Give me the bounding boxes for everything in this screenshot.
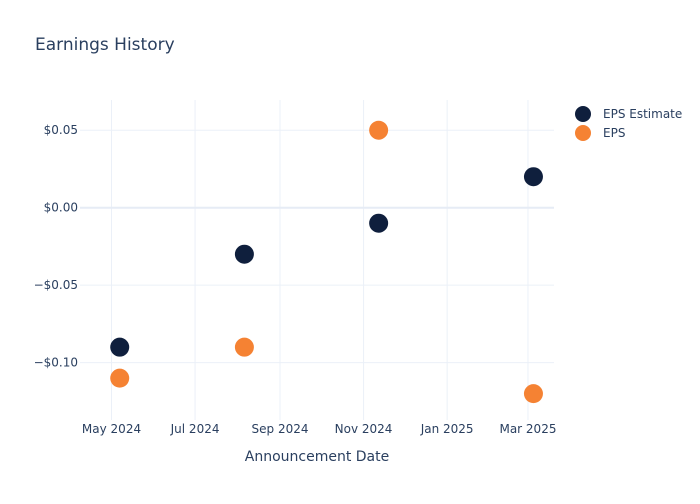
- y-tick-label: −$0.05: [34, 278, 78, 292]
- x-tick-label: Jan 2025: [420, 422, 474, 436]
- legend-swatch: [575, 125, 591, 141]
- y-tick-label: $0.05: [44, 123, 78, 137]
- eps-estimate-marker[interactable]: [523, 167, 543, 187]
- x-tick-label: Jul 2024: [170, 422, 220, 436]
- x-tick-label: Nov 2024: [335, 422, 393, 436]
- x-tick-label: Sep 2024: [252, 422, 309, 436]
- eps-estimate-marker[interactable]: [234, 244, 254, 264]
- x-tick-label: May 2024: [82, 422, 141, 436]
- legend[interactable]: EPS Estimate EPS: [575, 106, 682, 141]
- axis-layer: May 2024 Jul 2024 Sep 2024 Nov 2024 Jan 2025…: [34, 123, 557, 436]
- legend-label: EPS: [603, 126, 625, 140]
- y-tick-label: −$0.10: [34, 356, 78, 370]
- marker-layer: [110, 120, 543, 404]
- grid-layer: [80, 100, 554, 420]
- eps-marker[interactable]: [234, 337, 254, 357]
- eps-estimate-marker[interactable]: [110, 337, 130, 357]
- eps-marker[interactable]: [110, 368, 130, 388]
- chart-title: Earnings History: [35, 35, 175, 55]
- legend-item-eps[interactable]: EPS: [575, 125, 625, 141]
- x-tick-label: Mar 2025: [499, 422, 556, 436]
- legend-item-eps-estimate[interactable]: EPS Estimate: [575, 106, 682, 122]
- eps-marker[interactable]: [369, 120, 389, 140]
- x-axis-title: Announcement Date: [245, 449, 389, 465]
- y-tick-label: $0.00: [44, 201, 78, 215]
- legend-swatch: [575, 106, 591, 122]
- legend-label: EPS Estimate: [603, 107, 682, 121]
- eps-marker[interactable]: [523, 384, 543, 404]
- eps-estimate-marker[interactable]: [369, 213, 389, 233]
